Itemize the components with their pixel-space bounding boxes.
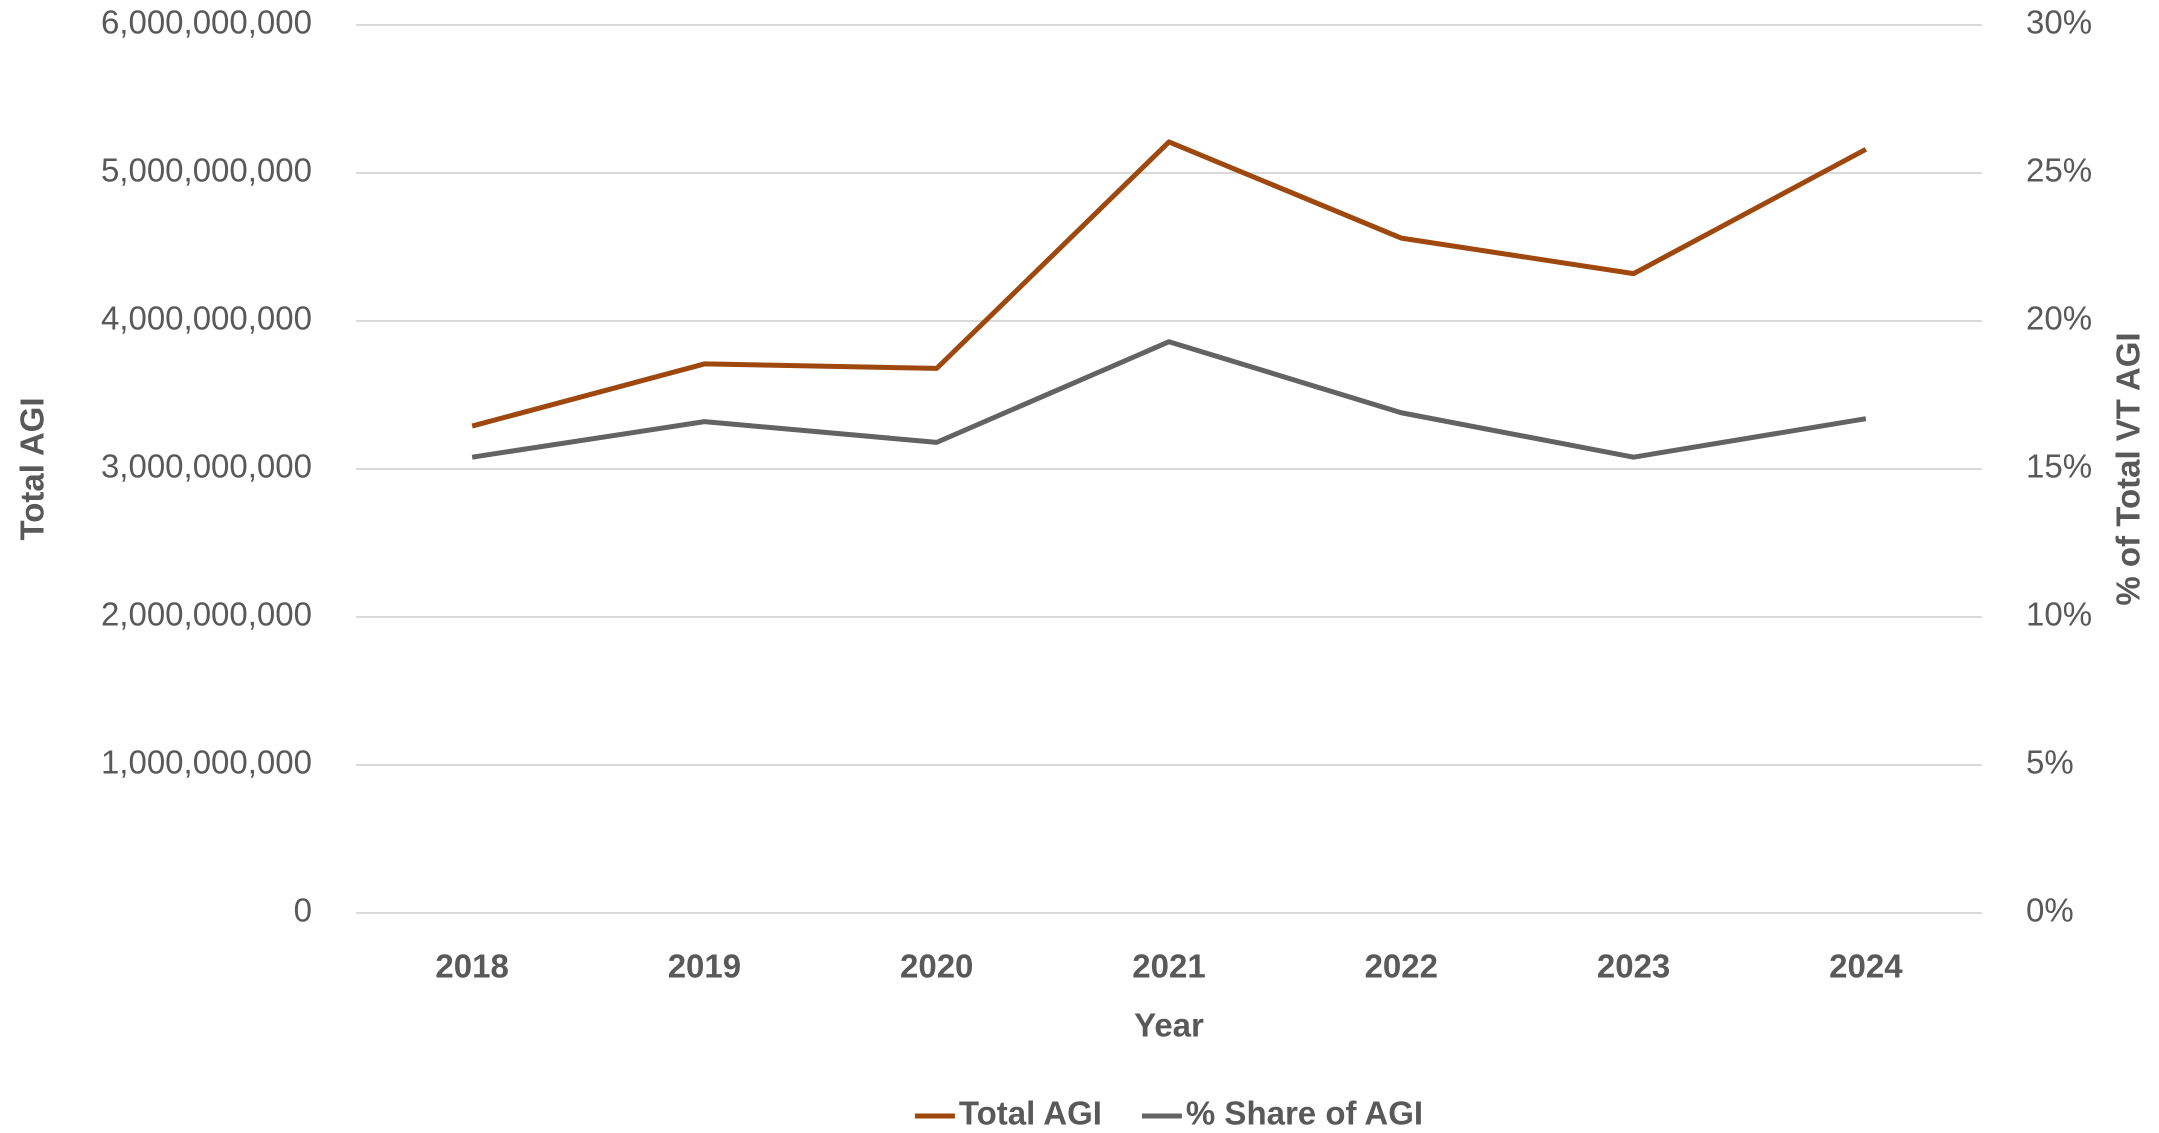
x-tick-label: 2023 bbox=[1597, 948, 1670, 985]
legend-label: Total AGI bbox=[959, 1095, 1102, 1132]
y2-tick-label: 15% bbox=[2026, 448, 2092, 485]
series-line bbox=[471, 139, 1868, 429]
y-tick-label: 6,000,000,000 bbox=[101, 4, 312, 41]
y-tick-label: 4,000,000,000 bbox=[101, 300, 312, 337]
series-line bbox=[471, 339, 1867, 460]
y-tick-label: 2,000,000,000 bbox=[101, 596, 312, 633]
legend-label: % Share of AGI bbox=[1186, 1095, 1423, 1132]
y-tick-label: 1,000,000,000 bbox=[101, 744, 312, 781]
y2-tick-label: 10% bbox=[2026, 596, 2092, 633]
y2-tick-label: 0% bbox=[2026, 892, 2074, 929]
y-axis-title: Total AGI bbox=[14, 398, 51, 541]
y2-tick-label: 5% bbox=[2026, 744, 2074, 781]
x-tick-label: 2018 bbox=[435, 948, 508, 985]
y2-tick-label: 25% bbox=[2026, 152, 2092, 189]
x-tick-label: 2022 bbox=[1365, 948, 1438, 985]
x-tick-label: 2019 bbox=[668, 948, 741, 985]
x-tick-label: 2024 bbox=[1829, 948, 1903, 985]
y-tick-label: 3,000,000,000 bbox=[101, 448, 312, 485]
y-tick-label: 5,000,000,000 bbox=[101, 152, 312, 189]
y2-tick-label: 30% bbox=[2026, 4, 2092, 41]
y2-tick-label: 20% bbox=[2026, 300, 2092, 337]
x-tick-label: 2020 bbox=[900, 948, 973, 985]
y-tick-label: 0 bbox=[294, 892, 312, 929]
y2-axis-title: % of Total VT AGI bbox=[2110, 332, 2147, 605]
x-axis-title: Year bbox=[1134, 1007, 1204, 1044]
x-tick-label: 2021 bbox=[1132, 948, 1205, 985]
